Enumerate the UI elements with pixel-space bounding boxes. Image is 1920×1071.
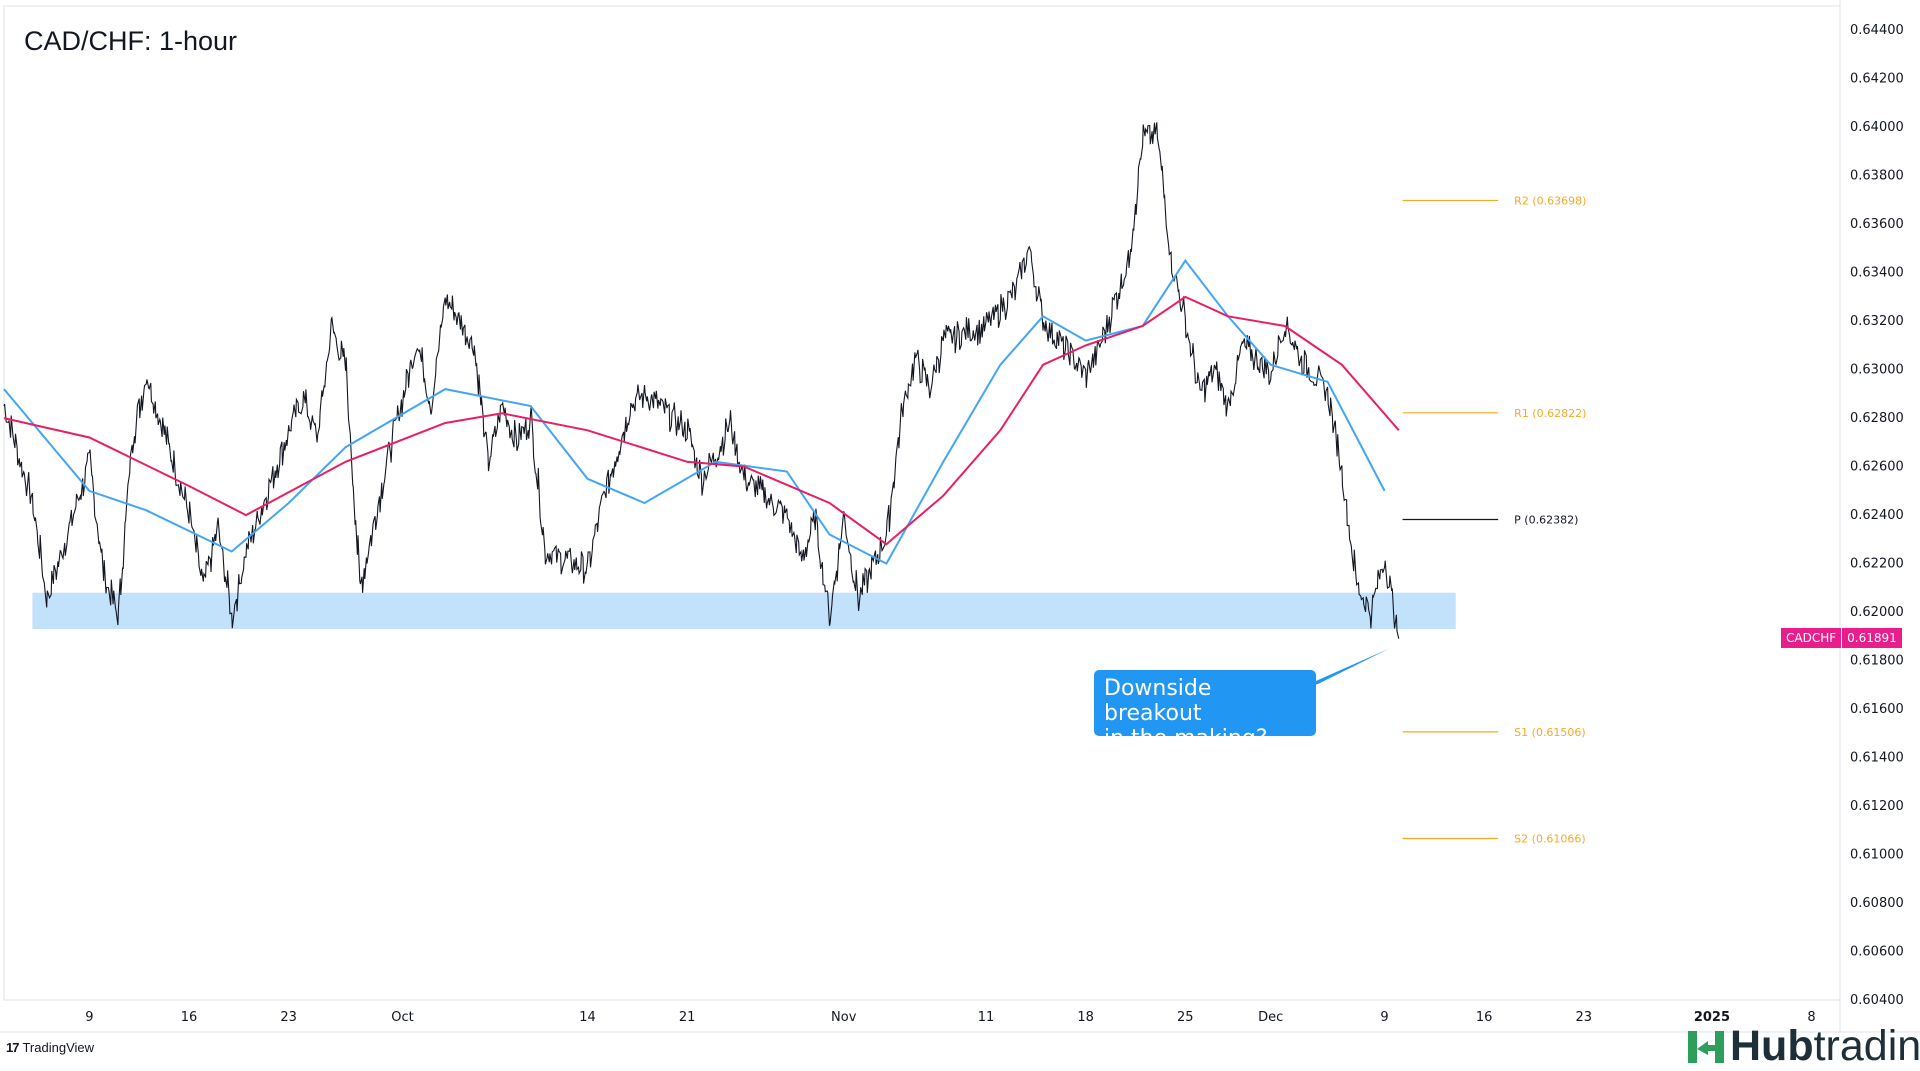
- pivot-label: R1 (0.62822): [1514, 407, 1586, 420]
- y-tick-label: 0.64000: [1850, 120, 1904, 135]
- y-tick-label: 0.61400: [1850, 751, 1904, 766]
- y-tick-label: 0.64200: [1850, 72, 1904, 87]
- moving-average-line: [3, 258, 1386, 565]
- moving-average-line: [3, 295, 1400, 546]
- y-tick-label: 0.62800: [1850, 411, 1904, 426]
- pivot-label: P (0.62382): [1514, 513, 1578, 526]
- x-tick-label: 8: [1807, 1010, 1815, 1025]
- tradingview-label: TradingView: [22, 1040, 95, 1055]
- x-tick-label: 23: [280, 1010, 297, 1025]
- x-tick-label: 9: [85, 1010, 93, 1025]
- y-tick-label: 0.63600: [1850, 217, 1904, 232]
- x-tick-label: Oct: [391, 1010, 413, 1025]
- pivot-label: R2 (0.63698): [1514, 194, 1586, 207]
- y-tick-label: 0.60600: [1850, 945, 1904, 960]
- y-tick-label: 0.62200: [1850, 557, 1904, 572]
- x-tick-label: 14: [579, 1010, 596, 1025]
- brand-trading: trading: [1813, 1022, 1920, 1070]
- callout-pointer: [1300, 648, 1389, 688]
- price-series: [3, 122, 1400, 639]
- y-tick-label: 0.62600: [1850, 460, 1904, 475]
- hubtrading-h-icon: [1688, 1030, 1724, 1063]
- plot-frame: [3, 5, 1841, 1001]
- y-tick-label: 0.61000: [1850, 848, 1904, 863]
- y-tick-label: 0.64400: [1850, 23, 1904, 38]
- x-tick-label: 21: [679, 1010, 696, 1025]
- tradingview-logo[interactable]: 17 TradingView: [6, 1040, 94, 1055]
- x-tick-label: 18: [1077, 1010, 1094, 1025]
- x-tick-label: 2025: [1694, 1010, 1730, 1025]
- x-tick-label: 9: [1380, 1010, 1388, 1025]
- pivot-label: S1 (0.61506): [1514, 726, 1586, 739]
- hubtrading-logo: Hub trading: [1686, 1022, 1920, 1071]
- annotation-callout: Downside breakout in the making?: [1094, 670, 1316, 751]
- current-price-badge: CADCHF 0.61891: [1781, 628, 1902, 648]
- y-tick-label: 0.63800: [1850, 169, 1904, 184]
- x-tick-label: 23: [1576, 1010, 1593, 1025]
- x-tick-label: Dec: [1258, 1010, 1283, 1025]
- y-tick-label: 0.60800: [1850, 896, 1904, 911]
- x-tick-label: Nov: [831, 1010, 857, 1025]
- support-zone: [32, 592, 1456, 630]
- x-tick-label: 25: [1177, 1010, 1194, 1025]
- price-symbol: CADCHF: [1781, 628, 1843, 648]
- y-tick-label: 0.63400: [1850, 266, 1904, 281]
- y-tick-label: 0.63000: [1850, 363, 1904, 378]
- callout-line-1: Downside breakout: [1104, 676, 1212, 726]
- chart-title: CAD/CHF: 1-hour: [24, 26, 238, 56]
- y-tick-label: 0.61800: [1850, 654, 1904, 669]
- x-tick-label: 11: [978, 1010, 995, 1025]
- callout-line-2: in the making?: [1104, 726, 1268, 751]
- price-value: 0.61891: [1842, 628, 1902, 648]
- y-tick-label: 0.62000: [1850, 605, 1904, 620]
- x-tick-label: 16: [181, 1010, 198, 1025]
- y-tick-label: 0.61600: [1850, 702, 1904, 717]
- x-tick-label: 16: [1476, 1010, 1493, 1025]
- pivot-label: S2 (0.61066): [1514, 833, 1586, 846]
- y-tick-label: 0.63200: [1850, 314, 1904, 329]
- y-tick-label: 0.60400: [1850, 993, 1904, 1008]
- y-tick-label: 0.62400: [1850, 508, 1904, 523]
- brand-hub: Hub: [1730, 1022, 1814, 1070]
- y-tick-label: 0.61200: [1850, 799, 1904, 814]
- tradingview-icon: 17: [6, 1040, 20, 1055]
